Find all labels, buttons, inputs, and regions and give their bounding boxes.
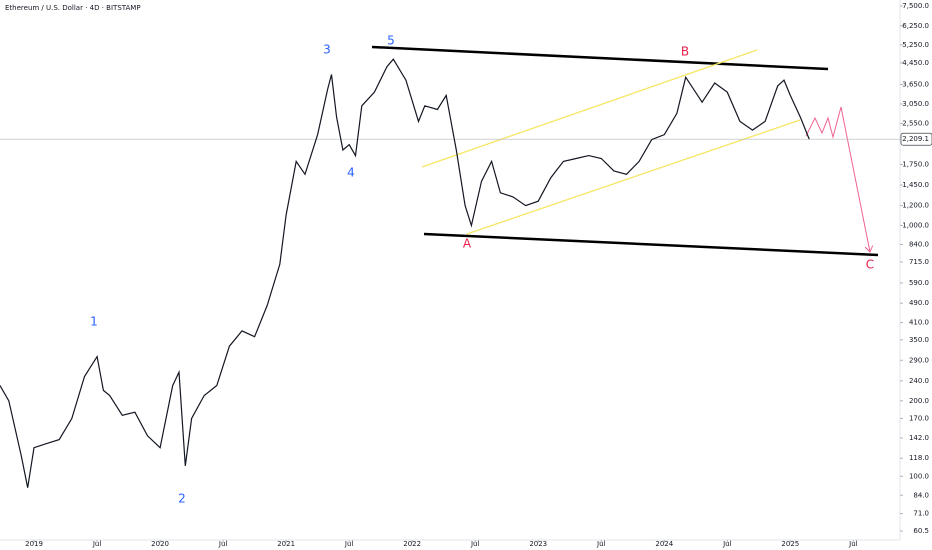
wave-label: 2 — [178, 492, 186, 506]
y-tick-label: 200.0 — [909, 397, 929, 405]
y-tick-label: 350.0 — [909, 336, 929, 344]
channel-upper — [421, 49, 758, 168]
y-tick-label: 490.0 — [909, 299, 929, 307]
wave-label: 4 — [347, 166, 355, 180]
y-tick-label: 1,200.0 — [902, 202, 929, 210]
y-tick-label: 3,050.0 — [902, 100, 929, 108]
y-tick-label: 590.0 — [909, 279, 929, 287]
y-tick-label: 240.0 — [909, 377, 929, 385]
x-tick-label: Jul — [722, 540, 732, 548]
y-tick-label: 2,550.0 — [902, 120, 929, 128]
price-line — [0, 58, 810, 488]
x-tick-label: 2019 — [25, 540, 43, 548]
projection — [805, 106, 870, 252]
x-tick-label: Jul — [218, 540, 228, 548]
y-tick-label: 410.0 — [909, 319, 929, 327]
x-tick-label: 2024 — [655, 540, 673, 548]
y-tick-label: 100.0 — [909, 472, 929, 480]
x-tick-label: 2025 — [781, 540, 799, 548]
y-tick-label: 5,250.0 — [902, 41, 929, 49]
upper-trendline — [371, 45, 829, 71]
lower-trendline — [423, 232, 879, 257]
wave-label: 5 — [387, 34, 395, 48]
y-tick-label: 1,450.0 — [902, 181, 929, 189]
y-tick-label: 1,000.0 — [902, 221, 929, 229]
x-tick-label: 2020 — [151, 540, 169, 548]
channel-lower — [466, 119, 801, 235]
wave-label: C — [866, 258, 874, 272]
y-tick-label: 840.0 — [909, 240, 929, 248]
y-tick-label: 1,750.0 — [902, 161, 929, 169]
x-tick-label: Jul — [92, 540, 102, 548]
y-tick-label: 84.0 — [913, 491, 929, 499]
wave-label: 3 — [323, 43, 331, 57]
y-tick-label: 6,250.0 — [902, 22, 929, 30]
chart-title: Ethereum / U.S. Dollar · 4D · BITSTAMP — [5, 4, 141, 12]
x-tick-label: 2023 — [529, 540, 547, 548]
y-tick-label: 4,450.0 — [902, 59, 929, 67]
wave-label: A — [463, 237, 472, 251]
last-price-tag — [900, 132, 932, 146]
wave-label: 1 — [90, 315, 98, 329]
y-tick-label: 118.0 — [909, 454, 929, 462]
y-tick-label: 7,500.0 — [902, 2, 929, 10]
x-tick-label: Jul — [470, 540, 480, 548]
x-tick-label: Jul — [344, 540, 354, 548]
x-tick-label: Jul — [848, 540, 858, 548]
wave-label: B — [681, 45, 689, 59]
y-tick-label: 715.0 — [909, 258, 929, 266]
x-tick-label: 2021 — [277, 540, 295, 548]
y-tick-label: 290.0 — [909, 356, 929, 364]
y-tick-label: 60.5 — [913, 527, 929, 535]
x-tick-label: 2022 — [403, 540, 421, 548]
drawings — [371, 45, 879, 257]
y-tick-label: 142.0 — [909, 434, 929, 442]
y-tick-label: 71.0 — [913, 510, 929, 518]
y-tick-label: 3,650.0 — [902, 80, 929, 88]
y-tick-label: 170.0 — [909, 414, 929, 422]
x-tick-label: Jul — [596, 540, 606, 548]
last-price-label: 2,209.1 — [902, 135, 929, 143]
